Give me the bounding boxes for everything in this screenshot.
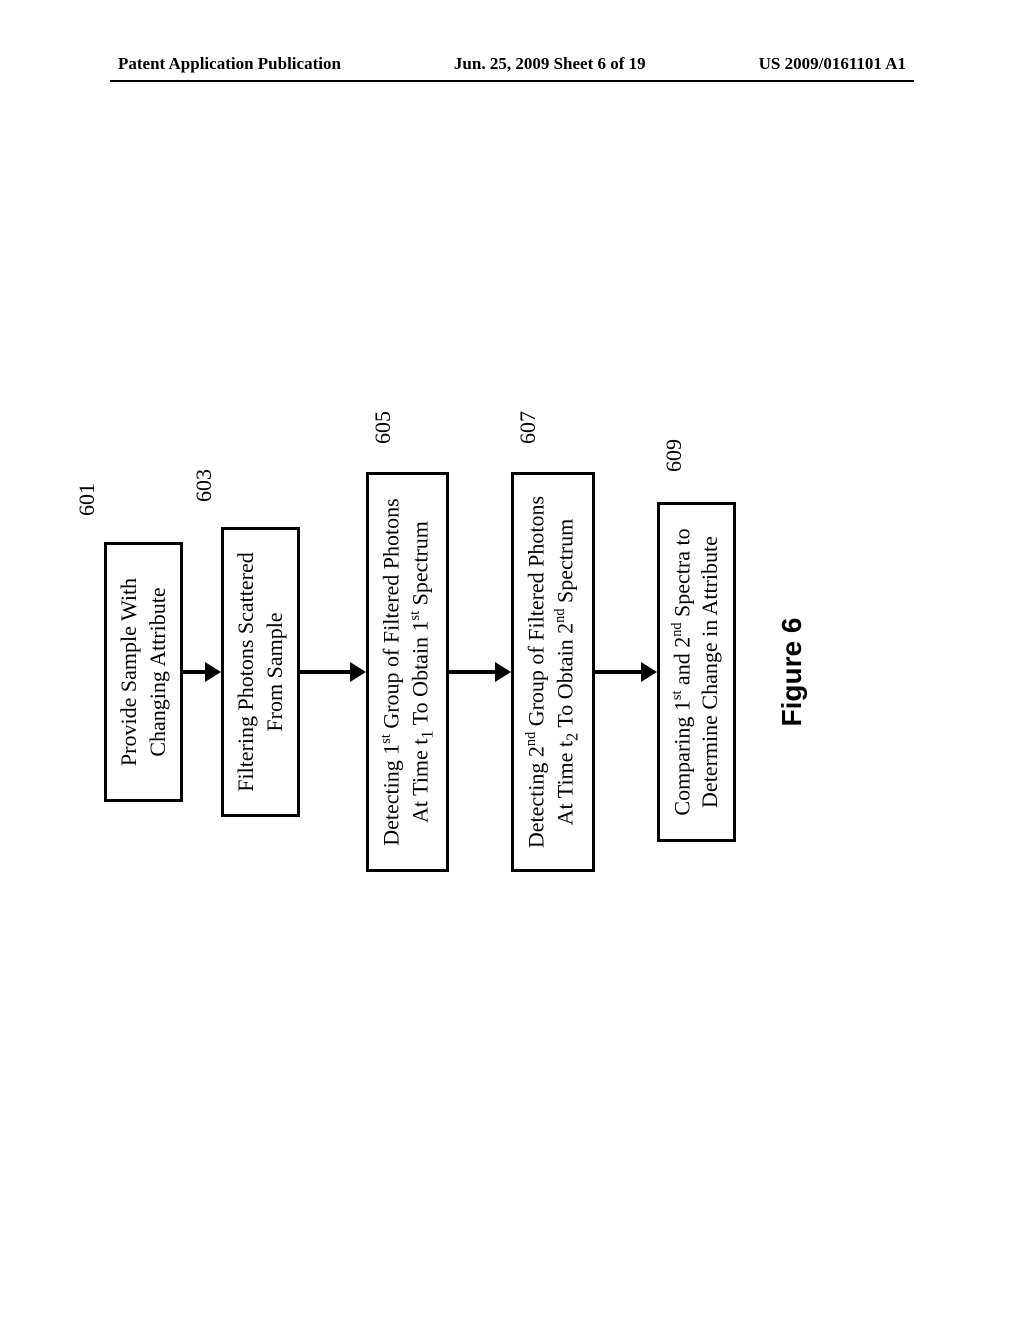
header-center: Jun. 25, 2009 Sheet 6 of 19 xyxy=(454,54,646,74)
flow-arrow xyxy=(595,662,657,682)
figure-caption: Figure 6 xyxy=(776,618,808,727)
node-label-601: 601 xyxy=(74,483,100,516)
header-left: Patent Application Publication xyxy=(118,54,341,74)
flow-arrow xyxy=(449,662,511,682)
flow-node-609: Comparing 1st and 2nd Spectra toDetermin… xyxy=(657,502,737,842)
node-label-605: 605 xyxy=(370,411,396,444)
flowchart-figure-6: Provide Sample WithChanging Attribute601… xyxy=(104,452,804,892)
header-right: US 2009/0161101 A1 xyxy=(759,54,906,74)
node-label-603: 603 xyxy=(191,469,217,502)
flow-arrow xyxy=(300,662,366,682)
node-row-609: Comparing 1st and 2nd Spectra toDetermin… xyxy=(657,452,737,892)
flow-arrow xyxy=(183,662,221,682)
flow-node-603: Filtering Photons ScatteredFrom Sample xyxy=(221,527,300,817)
node-row-607: Detecting 2nd Group of Filtered PhotonsA… xyxy=(511,452,594,892)
flow-node-605: Detecting 1st Group of Filtered PhotonsA… xyxy=(366,472,449,872)
flow-node-607: Detecting 2nd Group of Filtered PhotonsA… xyxy=(511,472,594,872)
node-row-605: Detecting 1st Group of Filtered PhotonsA… xyxy=(366,452,449,892)
node-label-609: 609 xyxy=(661,439,687,472)
page-header: Patent Application Publication Jun. 25, … xyxy=(0,54,1024,74)
node-row-601: Provide Sample WithChanging Attribute601 xyxy=(104,452,183,892)
node-label-607: 607 xyxy=(515,411,541,444)
header-rule xyxy=(110,80,914,82)
flow-node-601: Provide Sample WithChanging Attribute xyxy=(104,542,183,802)
node-row-603: Filtering Photons ScatteredFrom Sample60… xyxy=(221,452,300,892)
flow-container: Provide Sample WithChanging Attribute601… xyxy=(104,452,736,892)
